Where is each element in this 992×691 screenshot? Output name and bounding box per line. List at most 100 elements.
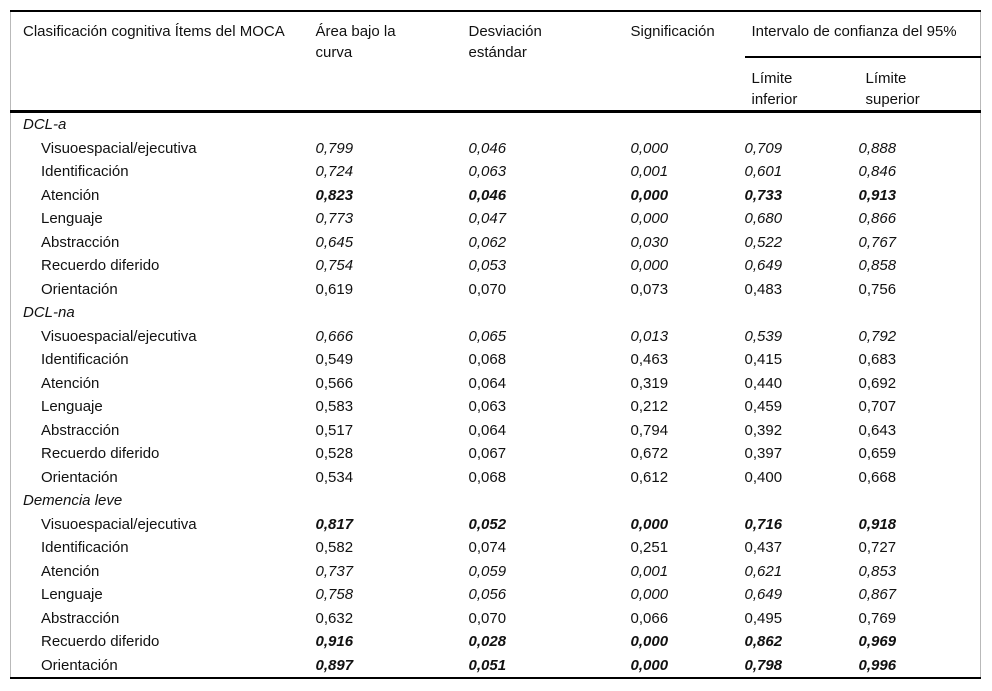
- col-header-ci-group: Intervalo de confianza del 95%: [744, 11, 981, 58]
- cell-value: 0,888: [858, 139, 897, 157]
- cell-value: 0,463: [630, 351, 669, 368]
- cell-value: 0,483: [744, 280, 783, 298]
- cell-value: 0,047: [468, 210, 507, 227]
- cell-value: 0,737: [315, 562, 354, 580]
- cell-value: 0,659: [858, 445, 897, 462]
- cell-value: 0,792: [858, 327, 897, 345]
- table-row: Atención 0,737 0,059 0,001 0,621 0,853: [11, 560, 981, 584]
- row-label: Lenguaje: [41, 586, 103, 603]
- header-row-main: Clasificación cognitiva Ítems del MOCA Á…: [10, 11, 981, 113]
- cell-value: 0,046: [468, 186, 507, 204]
- cell-value: 0,969: [858, 633, 897, 650]
- cell-value: 0,668: [858, 468, 897, 486]
- cell-value: 0,000: [630, 656, 669, 674]
- cell-value: 0,582: [315, 539, 354, 556]
- row-label: Identificación: [41, 351, 129, 368]
- table-row: Abstracción 0,645 0,062 0,030 0,522 0,767: [11, 231, 981, 255]
- cell-value: 0,733: [744, 186, 783, 204]
- cell-value: 0,767: [858, 233, 897, 251]
- row-label: Lenguaje: [41, 210, 103, 227]
- table-row: Abstracción 0,517 0,064 0,794 0,392 0,643: [11, 419, 981, 443]
- cell-value: 0,666: [315, 327, 354, 345]
- group-label: DCL-a: [23, 116, 67, 133]
- cell-value: 0,707: [858, 398, 897, 415]
- cell-value: 0,397: [744, 445, 783, 462]
- cell-value: 0,913: [858, 186, 897, 204]
- cell-value: 0,065: [468, 327, 507, 345]
- cell-value: 0,692: [858, 374, 897, 392]
- cell-value: 0,400: [744, 468, 783, 486]
- cell-value: 0,070: [468, 609, 507, 627]
- table-row: Visuoespacial/ejecutiva 0,799 0,046 0,000 0,…: [11, 137, 981, 161]
- cell-value: 0,799: [315, 139, 354, 157]
- cell-value: 0,632: [315, 609, 354, 627]
- cell-value: 0,858: [858, 257, 897, 274]
- cell-value: 0,053: [468, 257, 507, 274]
- cell-value: 0,052: [468, 515, 507, 533]
- table-row: Lenguaje 0,583 0,063 0,212 0,459 0,707: [11, 395, 981, 419]
- row-label: Orientación: [41, 656, 118, 674]
- group-label: DCL-na: [23, 304, 75, 321]
- cell-value: 0,415: [744, 351, 783, 368]
- cell-value: 0,897: [315, 656, 354, 674]
- table-row: Visuoespacial/ejecutiva 0,817 0,052 0,000 0,…: [11, 513, 981, 537]
- cell-value: 0,459: [744, 398, 783, 415]
- cell-value: 0,853: [858, 562, 897, 580]
- group-header-row: DCL-na: [11, 301, 981, 325]
- table-row: Identificación 0,549 0,068 0,463 0,415 0,683: [11, 348, 981, 372]
- cell-value: 0,056: [468, 586, 507, 603]
- cell-value: 0,672: [630, 445, 669, 462]
- cell-value: 0,867: [858, 586, 897, 603]
- cell-value: 0,392: [744, 421, 783, 439]
- cell-value: 0,680: [744, 210, 783, 227]
- table-row: Orientación 0,619 0,070 0,073 0,483 0,756: [11, 278, 981, 302]
- moca-roc-table: Clasificación cognitiva Ítems del MOCA Á…: [10, 10, 982, 679]
- cell-value: 0,212: [630, 398, 669, 415]
- cell-value: 0,773: [315, 210, 354, 227]
- cell-value: 0,601: [744, 163, 783, 180]
- cell-value: 0,716: [744, 515, 783, 533]
- cell-value: 0,996: [858, 656, 897, 674]
- table-row: Identificación 0,724 0,063 0,001 0,601 0,846: [11, 160, 981, 184]
- row-label: Identificación: [41, 539, 129, 556]
- cell-value: 0,070: [468, 280, 507, 298]
- row-label: Abstracción: [41, 233, 120, 251]
- cell-value: 0,064: [468, 374, 507, 392]
- cell-value: 0,495: [744, 609, 783, 627]
- row-label: Recuerdo diferido: [41, 633, 160, 650]
- cell-value: 0,028: [468, 633, 507, 650]
- cell-value: 0,013: [630, 327, 669, 345]
- cell-value: 0,051: [468, 656, 507, 674]
- cell-value: 0,612: [630, 468, 669, 486]
- cell-value: 0,817: [315, 515, 354, 533]
- cell-value: 0,440: [744, 374, 783, 392]
- row-label: Atención: [41, 186, 100, 204]
- cell-value: 0,758: [315, 586, 354, 603]
- cell-value: 0,846: [858, 163, 897, 180]
- cell-value: 0,709: [744, 139, 783, 157]
- cell-value: 0,000: [630, 633, 669, 650]
- cell-value: 0,319: [630, 374, 669, 392]
- table-header: Clasificación cognitiva Ítems del MOCA Á…: [10, 11, 981, 113]
- row-label: Orientación: [41, 280, 118, 298]
- col-header-classification: Clasificación cognitiva Ítems del MOCA: [10, 11, 316, 113]
- cell-value: 0,073: [630, 280, 669, 298]
- cell-value: 0,063: [468, 398, 507, 415]
- cell-value: 0,619: [315, 280, 354, 298]
- cell-value: 0,068: [468, 351, 507, 368]
- table-row: Lenguaje 0,773 0,047 0,000 0,680 0,866: [11, 207, 981, 231]
- cell-value: 0,062: [468, 233, 507, 251]
- row-label: Orientación: [41, 468, 118, 486]
- cell-value: 0,046: [468, 139, 507, 157]
- cell-value: 0,798: [744, 656, 783, 674]
- cell-value: 0,583: [315, 398, 354, 415]
- row-label: Abstracción: [41, 609, 120, 627]
- group-header-row: Demencia leve: [11, 489, 981, 513]
- cell-value: 0,918: [858, 515, 897, 533]
- cell-value: 0,621: [744, 562, 783, 580]
- table-row: Visuoespacial/ejecutiva 0,666 0,065 0,013 0,…: [11, 325, 981, 349]
- row-label: Recuerdo diferido: [41, 257, 160, 274]
- cell-value: 0,756: [858, 280, 897, 298]
- table-row: Recuerdo diferido 0,754 0,053 0,000 0,649 0,8…: [11, 254, 981, 278]
